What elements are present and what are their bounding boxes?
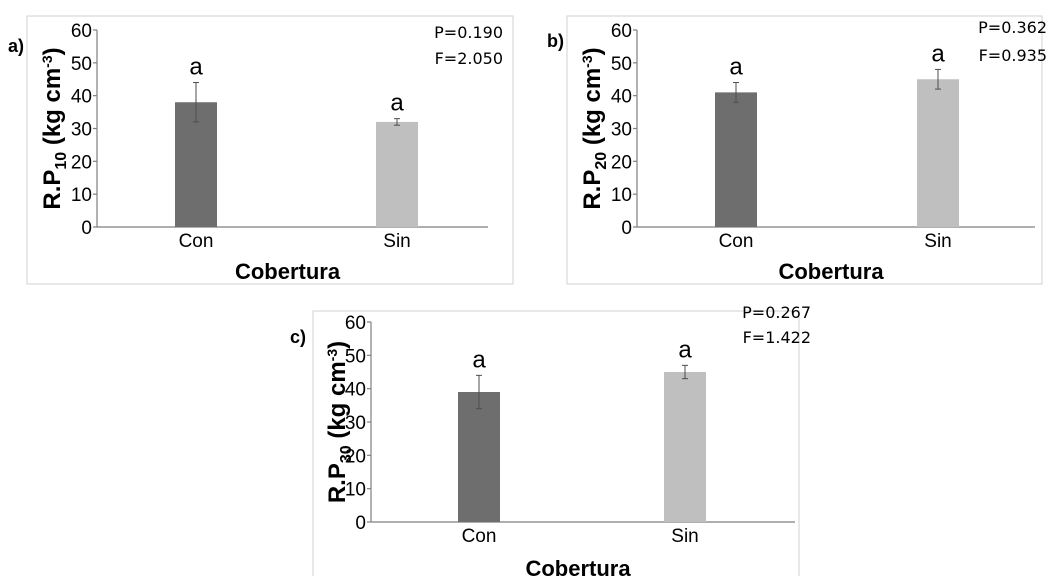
x-axis-title: Cobertura bbox=[525, 556, 631, 576]
y-axis-title-sup: -3 bbox=[579, 55, 595, 68]
y-tick-label: 10 bbox=[71, 185, 92, 206]
y-tick-label: 40 bbox=[345, 380, 366, 401]
f-value: F=0.935 bbox=[979, 46, 1047, 65]
panel-tag: c) bbox=[290, 327, 306, 347]
significance-letter: a bbox=[472, 346, 486, 373]
y-tick-label: 0 bbox=[355, 513, 366, 534]
p-value: P=0.362 bbox=[978, 18, 1047, 37]
p-value: P=0.267 bbox=[742, 303, 811, 322]
y-axis-title-mid: (kg cm bbox=[39, 68, 66, 152]
y-axis-title-mid: (kg cm bbox=[324, 361, 351, 445]
significance-letter: a bbox=[189, 54, 203, 81]
y-tick-label: 50 bbox=[71, 54, 92, 75]
y-tick-label: 60 bbox=[611, 21, 632, 42]
y-tick-label: 40 bbox=[611, 87, 632, 108]
y-axis-title: R.P10 (kg cm-3) bbox=[39, 47, 70, 209]
y-axis-title-base: R.P bbox=[579, 170, 606, 210]
y-axis-title-base: R.P bbox=[324, 463, 351, 503]
significance-letter: a bbox=[729, 54, 743, 81]
category-label: Con bbox=[462, 526, 497, 547]
significance-letter: a bbox=[678, 336, 692, 363]
y-tick-label: 10 bbox=[345, 480, 366, 501]
category-label: Con bbox=[179, 231, 214, 252]
y-tick-label: 30 bbox=[345, 413, 366, 434]
y-axis-title: R.P20 (kg cm-3) bbox=[579, 47, 610, 209]
y-axis-title-sup: -3 bbox=[39, 55, 55, 68]
panel-frame bbox=[566, 15, 1043, 285]
y-tick-label: 0 bbox=[621, 218, 632, 239]
p-value: P=0.190 bbox=[434, 23, 503, 42]
y-tick-label: 50 bbox=[611, 54, 632, 75]
y-tick-label: 20 bbox=[71, 152, 92, 173]
significance-letter: a bbox=[390, 90, 404, 117]
bar-sin bbox=[376, 121, 418, 227]
y-tick-label: 50 bbox=[345, 346, 366, 367]
y-axis-title-sub: 20 bbox=[593, 152, 610, 170]
y-tick-label: 0 bbox=[81, 218, 92, 239]
bar-sin bbox=[664, 372, 706, 522]
y-axis-title-end: ) bbox=[579, 47, 606, 55]
bar-con bbox=[175, 102, 217, 227]
y-tick-label: 30 bbox=[71, 120, 92, 141]
significance-letter: a bbox=[931, 40, 945, 67]
y-tick-label: 30 bbox=[611, 120, 632, 141]
bar-sin bbox=[917, 79, 959, 227]
x-axis-title: Cobertura bbox=[235, 259, 341, 284]
panel-tag: b) bbox=[547, 31, 564, 51]
x-axis-title: Cobertura bbox=[778, 259, 884, 284]
y-tick-label: 20 bbox=[345, 446, 366, 467]
category-label: Sin bbox=[383, 231, 410, 252]
bar-con bbox=[715, 92, 757, 227]
y-tick-label: 60 bbox=[345, 313, 366, 334]
y-axis-title: R.P30 (kg cm-3) bbox=[324, 341, 355, 503]
y-tick-label: 60 bbox=[71, 21, 92, 42]
category-label: Sin bbox=[671, 526, 698, 547]
bar-con bbox=[458, 392, 500, 522]
y-axis-title-sub: 30 bbox=[338, 445, 355, 463]
f-value: F=2.050 bbox=[435, 49, 503, 68]
y-axis-title-end: ) bbox=[324, 341, 351, 349]
y-axis-title-sup: -3 bbox=[324, 349, 340, 362]
y-axis-title-end: ) bbox=[39, 47, 66, 55]
y-axis-title-base: R.P bbox=[39, 170, 66, 210]
y-tick-label: 20 bbox=[611, 152, 632, 173]
y-tick-label: 10 bbox=[611, 185, 632, 206]
y-tick-label: 40 bbox=[71, 87, 92, 108]
category-label: Sin bbox=[924, 231, 951, 252]
panel-tag: a) bbox=[8, 36, 24, 56]
y-axis-title-sub: 10 bbox=[53, 152, 70, 170]
panel-frame bbox=[26, 15, 514, 285]
y-axis-title-mid: (kg cm bbox=[579, 68, 606, 152]
f-value: F=1.422 bbox=[743, 328, 811, 347]
category-label: Con bbox=[719, 231, 754, 252]
panel-frame bbox=[312, 310, 800, 576]
